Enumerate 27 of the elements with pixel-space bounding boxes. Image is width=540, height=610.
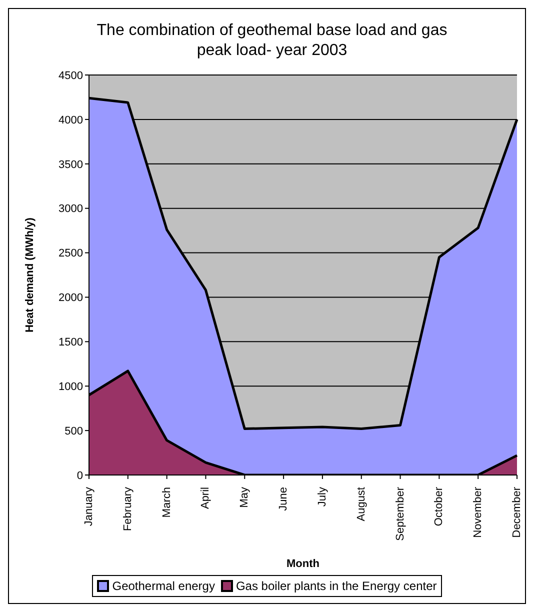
x-tick-label: June <box>278 487 290 511</box>
y-tick-label: 1000 <box>58 381 83 394</box>
chart-title: The combination of geothemal base load and gas peak load- year 2003 <box>96 21 448 61</box>
x-axis-title: Month <box>286 558 320 570</box>
x-tick-label: September <box>394 486 406 541</box>
x-tick-label: November <box>472 486 484 538</box>
x-tick-label: February <box>122 486 134 532</box>
y-tick-label: 3000 <box>58 203 83 216</box>
x-tick-label: December <box>511 486 523 538</box>
y-tick-label: 3500 <box>58 158 83 171</box>
legend-label: Geothermal energy <box>112 579 215 593</box>
y-tick-label: 0 <box>76 470 83 482</box>
y-axis-title: Heat demand (MWh/y) <box>24 217 36 332</box>
y-tick-label: 500 <box>64 425 83 438</box>
x-tick-label: August <box>355 487 368 522</box>
y-tick-label: 4500 <box>58 70 83 82</box>
x-tick-label: July <box>316 486 328 507</box>
x-tick-label: January <box>83 486 95 526</box>
x-tick-label: May <box>238 486 251 508</box>
x-tick-label: October <box>433 486 446 526</box>
legend-label: Gas boiler plants in the Energy center <box>236 579 437 593</box>
y-tick-label: 4000 <box>58 114 83 126</box>
x-tick-label: March <box>160 487 173 518</box>
x-tick-label: April <box>200 487 212 510</box>
y-tick-label: 2000 <box>58 292 83 304</box>
y-tick-label: 1500 <box>58 336 83 349</box>
y-tick-label: 2500 <box>58 248 83 260</box>
